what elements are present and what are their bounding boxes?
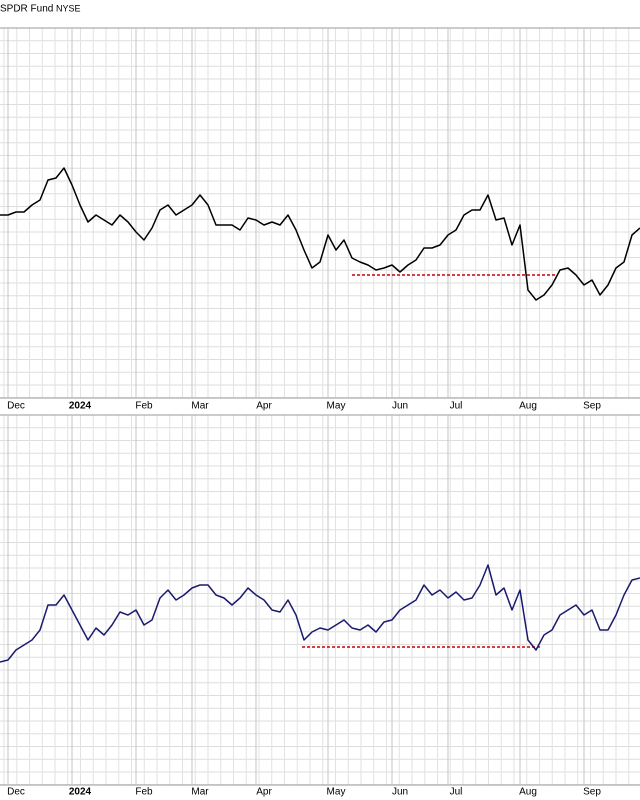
x-tick-label: Dec	[7, 401, 25, 412]
price-line	[0, 167, 640, 301]
x-tick-label: 2024	[69, 787, 92, 798]
x-tick-label: Apr	[256, 401, 272, 412]
x-tick-label: Sep	[583, 787, 601, 798]
x-tick-label: Jun	[392, 401, 408, 412]
x-tick-label: Jul	[450, 401, 463, 412]
x-tick-label: Jun	[392, 787, 408, 798]
x-tick-label: Dec	[7, 787, 25, 798]
x-tick-label: Jul	[450, 787, 463, 798]
x-tick-label: Mar	[191, 787, 209, 798]
x-tick-label: 2024	[69, 401, 92, 412]
x-tick-label: Feb	[135, 787, 153, 798]
chart-title: SPDR Fund	[0, 4, 53, 15]
x-tick-label: May	[327, 787, 346, 798]
price-line	[0, 564, 640, 663]
x-tick-label: Sep	[583, 401, 601, 412]
x-tick-label: Feb	[135, 401, 153, 412]
x-tick-label: Aug	[519, 401, 537, 412]
x-tick-label: Apr	[256, 787, 272, 798]
exchange: NYSE	[56, 3, 81, 13]
x-tick-label: May	[327, 401, 346, 412]
x-tick-label: Mar	[191, 401, 209, 412]
x-tick-label: Aug	[519, 787, 537, 798]
